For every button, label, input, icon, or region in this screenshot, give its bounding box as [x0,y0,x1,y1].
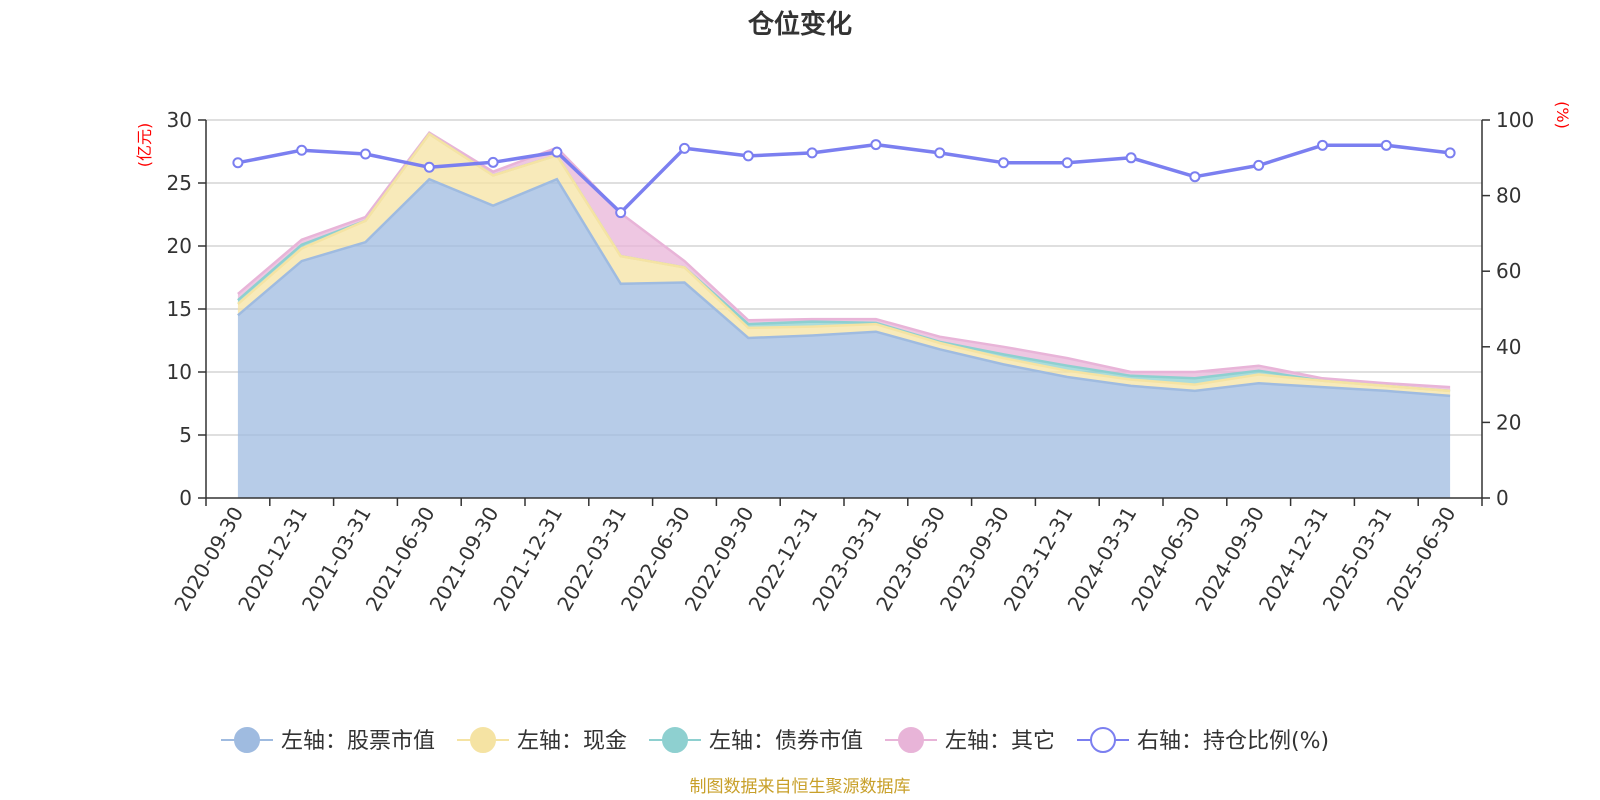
ratio-point [1317,139,1328,151]
ratio-point [1380,139,1392,151]
ratio-point [998,157,1009,169]
legend-item: 左轴：现金 [457,727,627,754]
left-tick-label: 25 [167,171,192,195]
ratio-point [1061,157,1073,169]
left-tick-label: 20 [167,234,192,258]
legend: 左轴：股票市值 左轴：现金 左轴：债券市值 左轴：其它 右轴：持仓比例(%) [221,727,1329,754]
right-tick-label: 60 [1496,259,1521,283]
ratio-point [806,147,818,159]
right-tick-label: 40 [1496,335,1521,359]
ratio-point [1125,152,1137,164]
area-series-edge [237,130,1451,389]
ratio-point [615,207,627,219]
left-tick-label: 30 [167,108,192,132]
legend-marker [470,727,496,753]
legend-item: 左轴：其它 [885,727,1055,754]
ratio-point [679,142,690,154]
legend-item: 左轴：股票市值 [221,727,435,754]
ratio-line [237,142,1451,215]
ratio-point [551,146,563,158]
left-tick-label: 15 [167,297,192,321]
area-series-edge [237,132,1451,393]
left-tick-label: 5 [179,423,192,447]
legend-label: 左轴：股票市值 [281,729,435,754]
legend-marker [898,727,924,753]
ratio-point [1189,171,1201,183]
ratio-point [742,150,754,162]
left-tick-label: 10 [167,360,192,384]
ratio-point [360,148,371,160]
legend-label: 左轴：现金 [517,729,627,754]
legend-label: 右轴：持仓比例(%) [1137,729,1329,754]
area-layer [237,130,1451,498]
ratio-point [232,157,244,169]
area-series [237,179,1451,498]
source-note: 制图数据来自恒生聚源数据库 [690,777,911,797]
right-tick-label: 80 [1496,184,1521,208]
left-axis-unit: (亿元) [135,123,154,168]
legend-label: 左轴：债券市值 [709,729,863,754]
legend-marker [1090,727,1116,753]
legend-item: 右轴：持仓比例(%) [1077,727,1329,754]
area-series-edge [237,177,1451,398]
ratio-point [1444,147,1456,159]
chart-title: 仓位变化 [747,9,852,40]
right-tick-label: 20 [1496,410,1521,434]
right-tick-label: 0 [1496,486,1509,510]
ratio-point [1253,159,1265,171]
ratio-point [870,139,882,151]
legend-label: 左轴：其它 [945,729,1055,754]
legend-marker [234,727,260,753]
right-tick-label: 100 [1496,108,1534,132]
ratio-point [934,147,946,159]
ratio-point [423,161,435,173]
ratio-point [487,156,499,168]
legend-marker [662,727,688,753]
right-axis-unit: (%) [1553,101,1572,129]
left-tick-label: 0 [179,486,192,510]
ratio-point [296,144,308,156]
line-layer [232,139,1456,219]
legend-item: 左轴：债券市值 [649,727,863,754]
